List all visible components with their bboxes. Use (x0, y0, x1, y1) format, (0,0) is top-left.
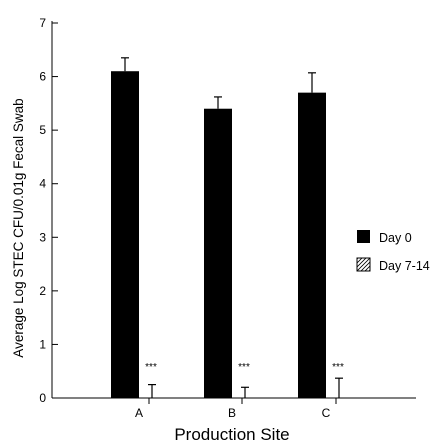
bar-day-0-b (204, 108, 232, 398)
bars (111, 71, 326, 399)
legend-swatch-day-0 (357, 230, 370, 243)
y-tick-label: 1 (39, 337, 46, 351)
axes (51, 21, 416, 399)
significance-marker-a: *** (145, 362, 157, 373)
legend-label-day-7-14: Day 7-14 (379, 259, 430, 273)
legend-label-day-0: Day 0 (379, 231, 412, 245)
error-bars (121, 57, 343, 398)
x-tick-label: C (322, 406, 331, 420)
y-axis-title: Average Log STEC CFU/0.01g Fecal Swab (11, 98, 26, 357)
y-tick-label: 4 (39, 177, 46, 191)
y-tick-label: 2 (39, 284, 46, 298)
x-tick-label: B (228, 406, 236, 420)
y-tick-label: 3 (39, 230, 46, 244)
y-axis-ticks: 0 1 2 3 4 5 6 7 (39, 16, 58, 405)
significance-marker-c: *** (332, 362, 344, 373)
bar-day-0-a (111, 71, 139, 398)
legend: Day 0 Day 7-14 (356, 230, 430, 273)
significance-marker-b: *** (238, 362, 250, 373)
x-tick-label: A (135, 406, 143, 420)
y-tick-label: 5 (39, 123, 46, 137)
y-tick-label: 7 (39, 16, 46, 30)
y-tick-label: 0 (39, 391, 46, 405)
x-axis-ticks: A B C (135, 398, 337, 420)
x-axis-title: Production Site (174, 425, 289, 443)
significance-labels: *** *** *** (145, 362, 344, 373)
y-tick-label: 6 (39, 70, 46, 84)
bar-day-0-c (298, 92, 326, 399)
legend-swatch-day-7-14 (356, 257, 371, 272)
